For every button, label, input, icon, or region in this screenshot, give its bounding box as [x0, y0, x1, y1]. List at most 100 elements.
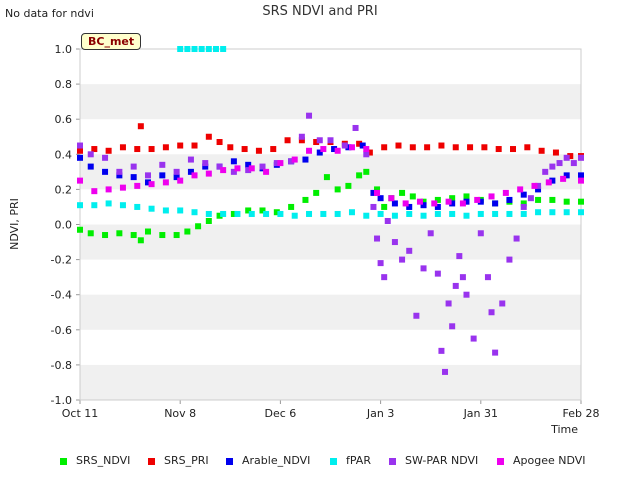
data-point-fpar	[348, 209, 355, 216]
data-point-fpar	[420, 212, 427, 219]
data-point-sw-par-ndvi	[420, 265, 427, 272]
data-point-fpar	[77, 202, 83, 209]
data-point-apogee-ndvi	[191, 172, 198, 179]
x-tick-label: Jan 31	[463, 407, 498, 420]
grid-band	[80, 364, 581, 400]
data-point-sw-par-ndvi	[130, 163, 137, 170]
legend-label: Arable_NDVI	[242, 454, 311, 467]
data-point-fpar	[492, 210, 499, 217]
data-point-arable-ndvi	[345, 144, 352, 151]
data-point-srs-ndvi	[313, 189, 320, 196]
data-point-arable-ndvi	[159, 172, 166, 179]
data-point-sw-par-ndvi	[513, 235, 520, 242]
data-point-apogee-ndvi	[148, 181, 155, 188]
y-axis-label: NDVI, PRI	[8, 198, 21, 250]
data-point-srs-ndvi	[116, 230, 123, 237]
data-point-sw-par-ndvi	[427, 230, 434, 237]
data-point-fpar	[277, 210, 284, 217]
data-point-srs-pri	[552, 149, 559, 156]
data-point-srs-ndvi	[374, 186, 381, 193]
data-point-sw-par-ndvi	[506, 256, 513, 263]
data-point-arable-ndvi	[102, 168, 109, 175]
data-point-arable-ndvi	[130, 174, 137, 181]
data-point-srs-pri	[148, 146, 155, 153]
data-point-sw-par-ndvi	[144, 172, 151, 179]
data-point-srs-ndvi	[102, 232, 109, 239]
data-point-sw-par-ndvi	[563, 154, 570, 161]
data-point-sw-par-ndvi	[202, 160, 209, 167]
x-tick-label: Dec 6	[265, 407, 297, 420]
data-point-sw-par-ndvi	[442, 368, 449, 375]
y-tick-label: 1.0	[55, 43, 73, 56]
data-point-sw-par-ndvi	[413, 312, 420, 319]
legend-item-srs-pri: SRS_PRI	[148, 454, 209, 467]
data-point-arable-ndvi	[316, 149, 323, 156]
data-point-fpar	[334, 210, 341, 217]
data-point-sw-par-ndvi	[452, 282, 459, 289]
data-point-apogee-ndvi	[545, 179, 552, 186]
data-point-srs-pri	[409, 144, 416, 151]
data-point-fpar	[220, 210, 227, 217]
data-point-apogee-ndvi	[105, 186, 112, 193]
data-point-srs-pri	[452, 144, 459, 151]
data-point-fpar	[563, 209, 570, 216]
legend-swatch	[226, 457, 233, 465]
data-point-srs-ndvi	[535, 196, 542, 203]
data-point-fpar	[205, 46, 212, 52]
data-point-apogee-ndvi	[119, 184, 126, 191]
legend-label: SW-PAR NDVI	[405, 454, 479, 467]
data-point-srs-pri	[298, 137, 305, 144]
data-point-srs-pri	[77, 147, 83, 154]
data-point-srs-pri	[270, 146, 277, 153]
data-point-sw-par-ndvi	[159, 161, 166, 168]
data-point-srs-ndvi	[173, 232, 180, 239]
data-point-srs-pri	[284, 137, 291, 144]
data-point-arable-ndvi	[391, 200, 398, 207]
x-axis-label: Time	[550, 423, 578, 436]
data-point-apogee-ndvi	[459, 200, 466, 207]
data-point-srs-ndvi	[434, 196, 441, 203]
data-point-sw-par-ndvi	[216, 163, 223, 170]
data-point-sw-par-ndvi	[298, 133, 305, 140]
legend-label: Apogee NDVI	[513, 454, 586, 467]
data-point-fpar	[105, 200, 112, 207]
data-point-arable-ndvi	[578, 172, 584, 179]
data-point-sw-par-ndvi	[87, 151, 94, 158]
grid-band	[80, 224, 581, 260]
data-point-srs-pri	[438, 142, 445, 149]
data-point-arable-ndvi	[187, 168, 194, 175]
data-point-apogee-ndvi	[91, 188, 98, 195]
data-point-srs-ndvi	[399, 189, 406, 196]
legend-swatch	[389, 457, 396, 465]
data-point-sw-par-ndvi	[434, 270, 441, 277]
data-point-apogee-ndvi	[334, 147, 341, 154]
data-point-sw-par-ndvi	[374, 235, 381, 242]
legend-swatch	[60, 457, 67, 465]
data-point-sw-par-ndvi	[484, 274, 491, 281]
data-point-srs-ndvi	[409, 193, 416, 200]
y-tick-label: -0.2	[51, 254, 72, 267]
data-point-srs-pri	[119, 144, 126, 151]
data-point-srs-ndvi	[463, 193, 470, 200]
grid-band	[80, 84, 581, 120]
data-point-arable-ndvi	[563, 172, 570, 179]
data-point-sw-par-ndvi	[477, 230, 484, 237]
data-point-sw-par-ndvi	[406, 247, 413, 254]
legend-label: SRS_NDVI	[76, 454, 131, 467]
data-point-sw-par-ndvi	[391, 239, 398, 246]
data-point-apogee-ndvi	[177, 177, 184, 184]
data-point-fpar	[248, 210, 255, 217]
data-point-apogee-ndvi	[416, 198, 423, 205]
data-point-srs-ndvi	[273, 209, 280, 216]
data-point-arable-ndvi	[302, 156, 309, 163]
data-point-fpar	[263, 210, 270, 217]
data-point-apogee-ndvi	[578, 177, 584, 184]
x-tick-label: Nov 8	[164, 407, 196, 420]
data-point-sw-par-ndvi	[116, 168, 123, 175]
data-point-apogee-ndvi	[320, 146, 327, 153]
data-point-srs-ndvi	[356, 172, 363, 179]
chart-title: SRS NDVI and PRI	[262, 4, 378, 19]
data-point-sw-par-ndvi	[399, 256, 406, 263]
data-point-srs-ndvi	[334, 186, 341, 193]
data-point-fpar	[291, 212, 298, 219]
